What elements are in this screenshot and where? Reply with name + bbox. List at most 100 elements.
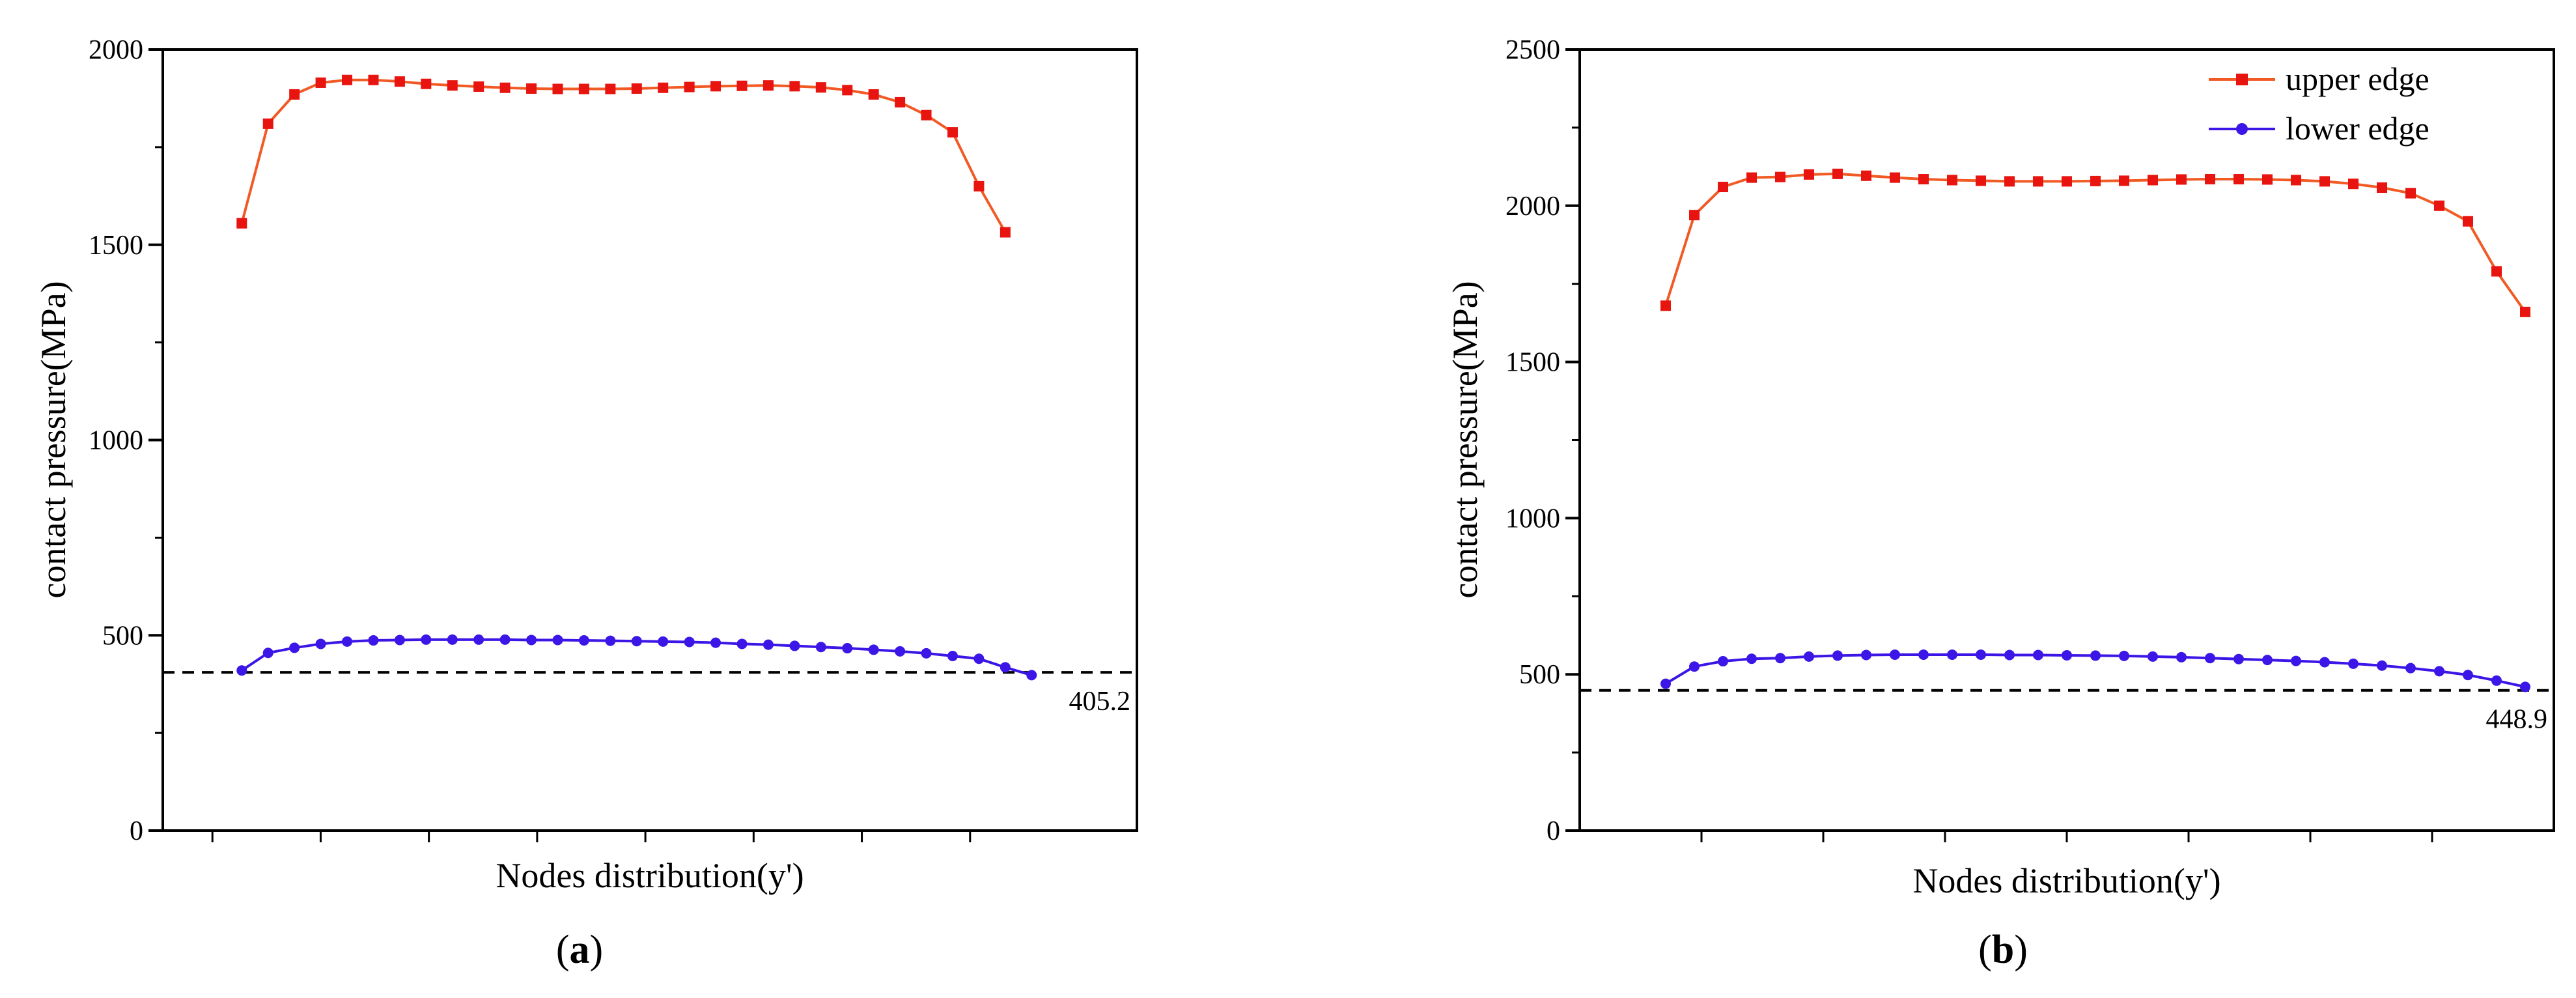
legend-marker-lower-edge (2236, 123, 2248, 135)
point-b-lower-edge-18 (2176, 651, 2187, 663)
point-b-lower-edge-11 (1976, 649, 1986, 660)
point-a-lower-edge-12 (552, 634, 563, 646)
point-b-upper-edge-3 (1746, 172, 1757, 183)
point-a-lower-edge-14 (605, 635, 616, 646)
point-b-upper-edge-25 (2377, 182, 2387, 193)
point-b-lower-edge-22 (2291, 655, 2301, 666)
point-a-upper-edge-1 (262, 118, 273, 129)
point-a-lower-edge-24 (868, 644, 879, 655)
point-a-lower-edge-4 (342, 636, 353, 647)
y-axis-title-a: contact pressure(MPa) (34, 281, 73, 598)
point-b-lower-edge-10 (1947, 649, 1957, 660)
point-b-lower-edge-29 (2491, 675, 2502, 686)
chart-panel-a: 0 500 1000 1500 2000 405.2 Nodes distributio… (34, 35, 1138, 972)
point-a-lower-edge-25 (895, 646, 906, 657)
point-b-upper-edge-27 (2434, 200, 2444, 211)
point-a-lower-edge-11 (526, 634, 537, 646)
y-tick-label-b-2000: 2000 (1505, 192, 1560, 221)
legend-label-upper-edge: upper edge (2286, 61, 2429, 97)
y-tick-label-b-500: 500 (1519, 660, 1560, 690)
point-a-lower-edge-0 (236, 665, 247, 676)
point-a-lower-edge-13 (578, 635, 589, 646)
x-axis-title-b: Nodes distribution(y') (1912, 861, 2220, 900)
point-b-upper-edge-22 (2291, 175, 2301, 186)
point-a-upper-edge-25 (895, 96, 906, 107)
panel-caption-a: (a) (556, 928, 603, 972)
plot-frame-b (1578, 48, 2555, 832)
point-a-upper-edge-24 (868, 89, 879, 100)
point-a-lower-edge-8 (447, 634, 458, 645)
series-line-a-upper-edge (240, 78, 1007, 233)
point-a-upper-edge-17 (684, 81, 695, 93)
point-a-upper-edge-7 (421, 78, 432, 89)
series-line-b-upper-edge (1664, 172, 2527, 313)
point-b-upper-edge-17 (2148, 175, 2158, 186)
x-axis-b (1700, 831, 2433, 842)
point-b-lower-edge-13 (2033, 649, 2043, 661)
point-b-upper-edge-21 (2262, 174, 2273, 185)
legend-marker-upper-edge (2236, 74, 2248, 85)
point-a-upper-edge-3 (315, 77, 326, 88)
point-b-upper-edge-13 (2033, 176, 2043, 187)
point-a-lower-edge-10 (499, 634, 511, 645)
point-a-upper-edge-8 (447, 80, 458, 91)
point-b-lower-edge-4 (1775, 653, 1785, 664)
point-b-lower-edge-2 (1718, 656, 1728, 667)
point-a-upper-edge-20 (763, 80, 774, 91)
point-b-lower-edge-28 (2463, 670, 2473, 681)
point-b-lower-edge-23 (2319, 657, 2330, 668)
y-tick-label-a-500: 500 (102, 621, 143, 651)
point-b-lower-edge-14 (2062, 649, 2072, 661)
point-a-lower-edge-23 (842, 643, 853, 654)
panel-caption-b: (b) (1978, 928, 2028, 972)
point-a-upper-edge-6 (394, 76, 405, 87)
point-b-lower-edge-9 (1918, 649, 1929, 660)
legend-label-lower-edge: lower edge (2286, 110, 2429, 147)
point-a-lower-edge-27 (947, 651, 958, 662)
point-a-lower-edge-20 (763, 639, 774, 650)
x-axis-title-a: Nodes distribution(y') (496, 856, 804, 895)
point-a-upper-edge-5 (368, 74, 379, 85)
point-b-upper-edge-26 (2405, 188, 2416, 199)
plot-frame-a (161, 48, 1138, 832)
point-b-lower-edge-0 (1660, 678, 1671, 689)
point-a-lower-edge-30 (1026, 670, 1037, 681)
point-a-upper-edge-10 (499, 82, 511, 93)
point-b-lower-edge-15 (2090, 650, 2101, 661)
point-b-lower-edge-20 (2233, 653, 2244, 664)
y-tick-label-b-1500: 1500 (1505, 348, 1560, 378)
point-a-upper-edge-13 (578, 83, 589, 94)
y-tick-label-a-0: 0 (130, 816, 143, 846)
point-a-upper-edge-27 (947, 127, 958, 138)
panel-letter-a: a (570, 928, 590, 972)
point-b-lower-edge-3 (1746, 653, 1757, 664)
point-a-upper-edge-0 (236, 218, 247, 229)
point-a-upper-edge-16 (658, 82, 669, 93)
point-b-upper-edge-4 (1775, 171, 1785, 182)
y-tick-label-b-2500: 2500 (1505, 35, 1560, 65)
point-a-lower-edge-9 (473, 634, 484, 645)
point-b-lower-edge-30 (2520, 681, 2530, 692)
point-a-lower-edge-5 (368, 635, 379, 646)
point-a-upper-edge-28 (973, 180, 985, 192)
point-b-lower-edge-1 (1689, 661, 1700, 672)
point-a-lower-edge-15 (631, 636, 642, 647)
point-b-lower-edge-6 (1832, 650, 1843, 661)
point-b-upper-edge-7 (1861, 170, 1871, 181)
point-a-upper-edge-23 (842, 85, 853, 96)
point-a-upper-edge-9 (473, 81, 484, 92)
y-tick-label-a-2000: 2000 (89, 35, 143, 65)
point-b-upper-edge-14 (2062, 176, 2072, 187)
reference-label-b: 448.9 (2486, 705, 2548, 735)
point-b-upper-edge-6 (1832, 168, 1843, 179)
point-a-lower-edge-16 (658, 636, 669, 647)
point-b-lower-edge-19 (2205, 653, 2215, 664)
point-b-upper-edge-10 (1947, 175, 1957, 186)
point-b-upper-edge-8 (1890, 172, 1900, 183)
point-b-upper-edge-15 (2090, 175, 2101, 186)
legend: upper edge lower edge (2209, 61, 2429, 147)
point-a-upper-edge-29 (1000, 227, 1011, 238)
point-a-lower-edge-28 (973, 653, 985, 664)
point-b-upper-edge-11 (1976, 175, 1986, 186)
point-b-upper-edge-9 (1918, 174, 1929, 185)
